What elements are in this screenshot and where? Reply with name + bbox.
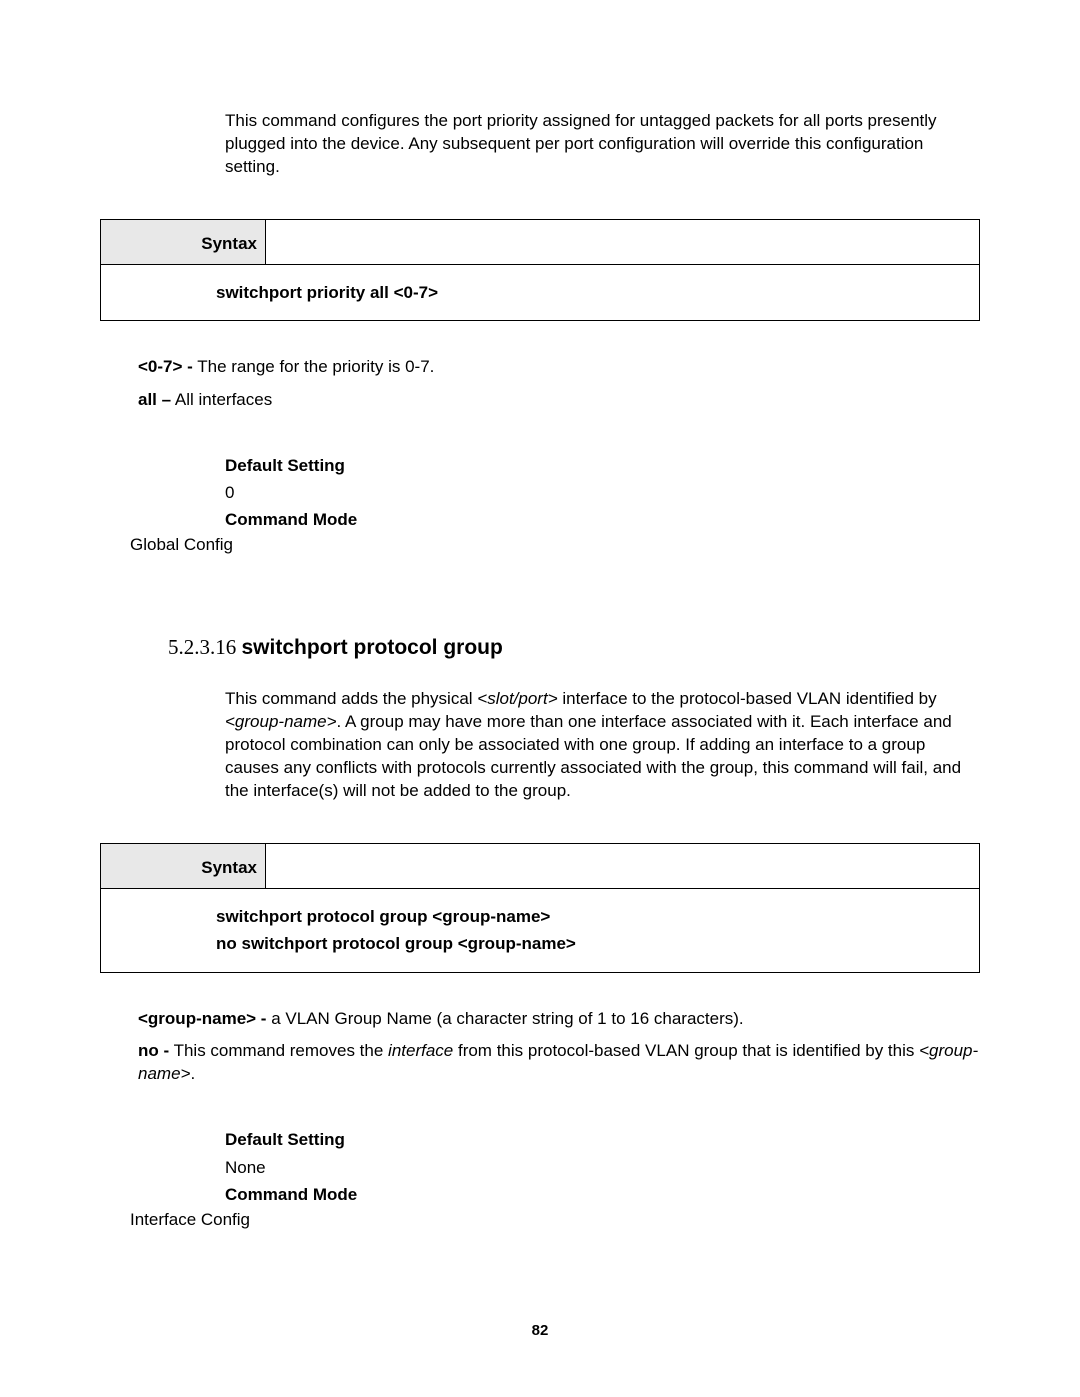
syntax-line: switchport protocol group <group-name> [216,903,971,930]
param-row: all – All interfaces [138,389,980,412]
param-row: <0-7> - The range for the priority is 0-… [138,356,980,379]
param-key: no - [138,1041,169,1060]
syntax-filler [266,220,979,265]
syntax-body: switchport priority all <0-7> [101,265,979,320]
command-mode-label: Command Mode [225,1181,980,1208]
command-mode-label: Command Mode [225,506,980,533]
param-desc: All interfaces [171,390,272,409]
syntax-line: no switchport protocol group <group-name… [216,930,971,957]
default-setting-label: Default Setting [225,1126,980,1153]
intro-text: interface to the protocol-based VLAN ide… [558,689,937,708]
section1-params: <0-7> - The range for the priority is 0-… [138,356,980,412]
section2-syntax-box: Syntax switchport protocol group <group-… [100,843,980,972]
param-row: <group-name> - a VLAN Group Name (a char… [138,1008,980,1031]
intro-italic: <group-name> [225,712,337,731]
param-italic: interface [388,1041,453,1060]
syntax-body: switchport protocol group <group-name> n… [101,889,979,971]
syntax-label: Syntax [101,220,266,265]
section2-heading: 5.2.3.16 switchport protocol group [168,635,980,660]
section-number: 5.2.3.16 [168,635,242,659]
command-mode-value: Interface Config [130,1210,980,1230]
param-desc: a VLAN Group Name (a character string of… [266,1009,743,1028]
default-setting-value: None [225,1154,980,1181]
param-key: <group-name> - [138,1009,266,1028]
section2-params: <group-name> - a VLAN Group Name (a char… [138,1008,980,1087]
param-row: no - This command removes the interface … [138,1040,980,1086]
param-desc: This command removes the [169,1041,388,1060]
section1-syntax-box: Syntax switchport priority all <0-7> [100,219,980,321]
default-setting-label: Default Setting [225,452,980,479]
param-key: <0-7> - [138,357,193,376]
syntax-filler [266,844,979,889]
page-content: This command configures the port priorit… [0,0,1080,1270]
param-key: all – [138,390,171,409]
param-desc: The range for the priority is 0-7. [193,357,435,376]
default-setting-value: 0 [225,479,980,506]
section1-settings: Default Setting 0 Command Mode [225,452,980,534]
command-mode-value: Global Config [130,535,980,555]
syntax-header: Syntax [101,844,979,889]
syntax-label: Syntax [101,844,266,889]
section2-settings: Default Setting None Command Mode [225,1126,980,1208]
param-desc: . [190,1064,195,1083]
page-number: 82 [0,1322,1080,1339]
param-desc: from this protocol-based VLAN group that… [453,1041,919,1060]
section2-intro: This command adds the physical <slot/por… [225,688,980,803]
section-title: switchport protocol group [242,636,503,659]
syntax-header: Syntax [101,220,979,265]
intro-text: This command adds the physical [225,689,477,708]
section1-intro: This command configures the port priorit… [225,110,980,179]
intro-italic: <slot/port> [477,689,557,708]
